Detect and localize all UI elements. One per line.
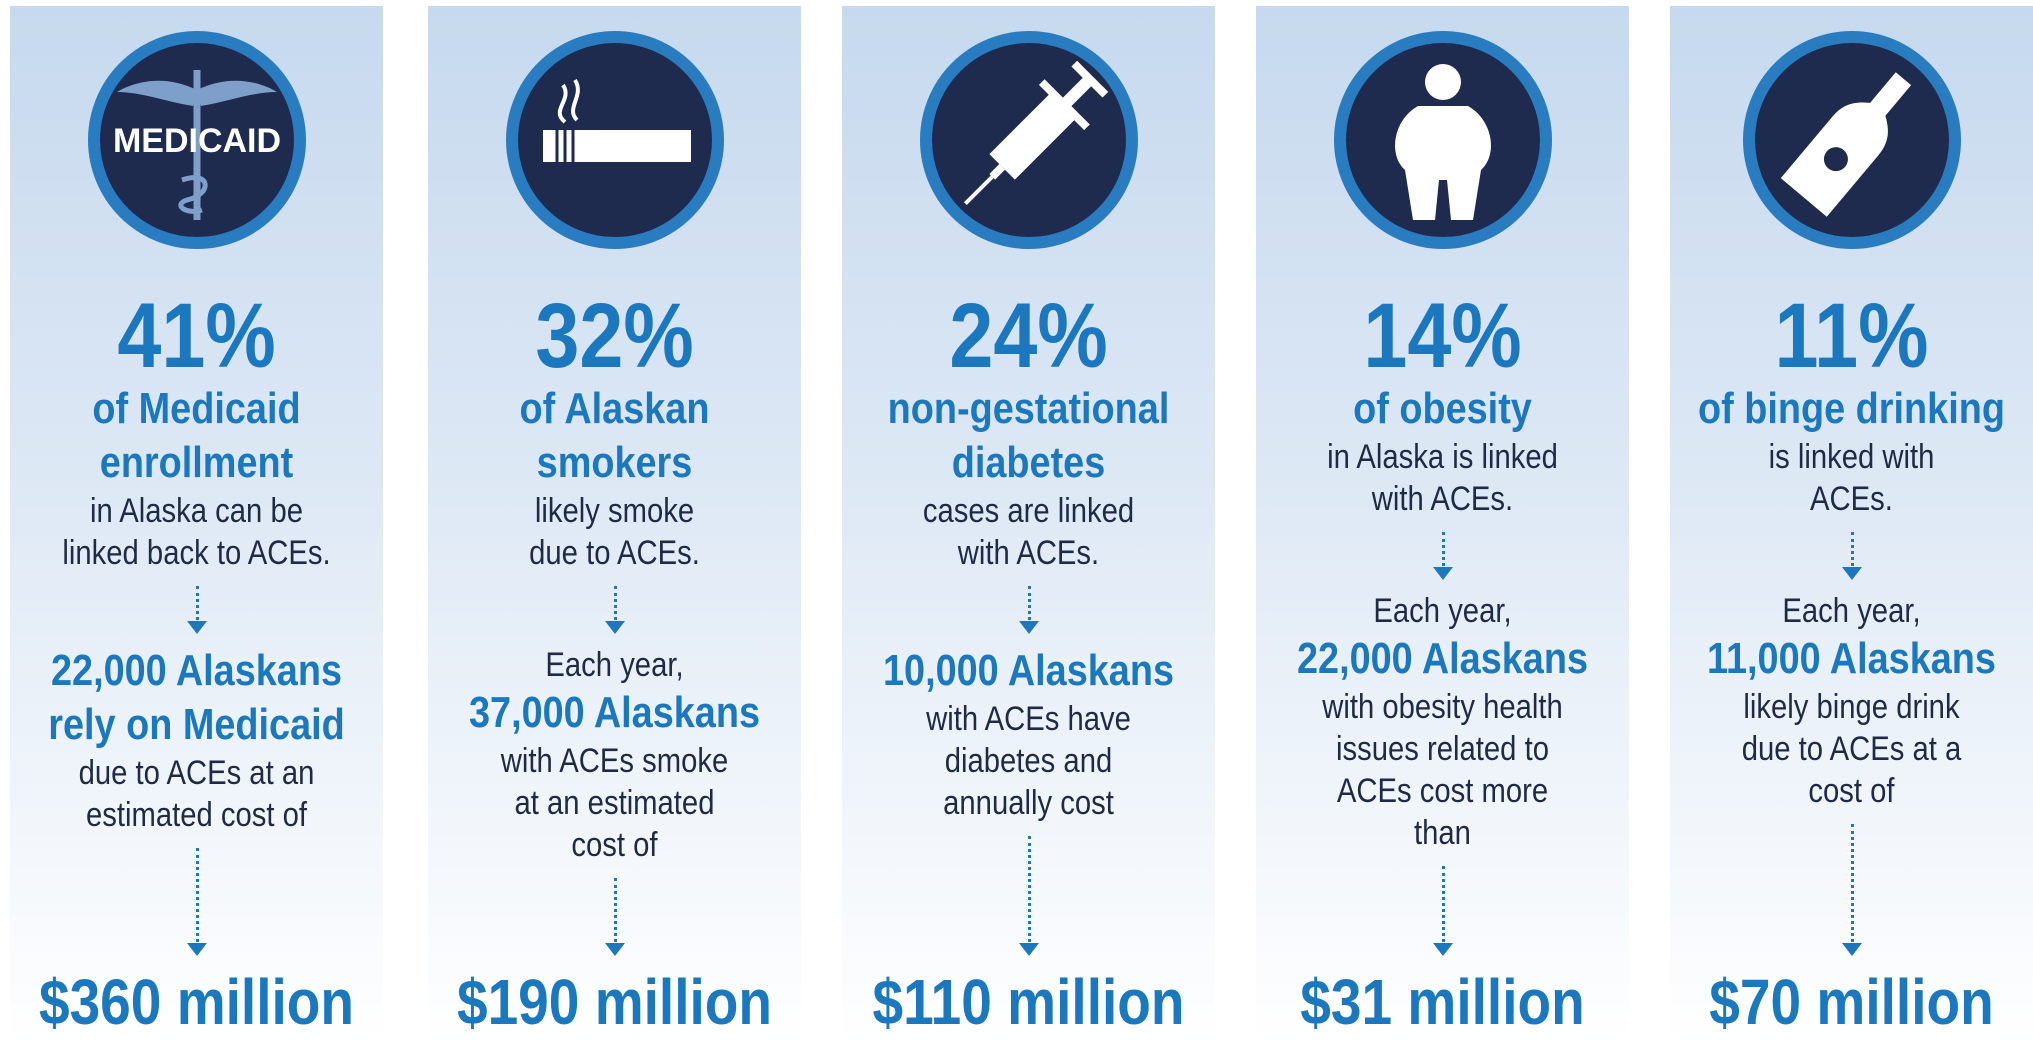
icon-label: MEDICAID (112, 122, 280, 160)
detail-text: annually cost (943, 784, 1114, 822)
arrow (604, 866, 625, 966)
syringe-icon (919, 31, 1138, 249)
detail-text: likely binge drink (1743, 688, 1960, 726)
cost: $110 million (872, 966, 1185, 1038)
arrow (186, 836, 207, 966)
arrow (604, 574, 625, 644)
column: 11% of binge drinking is linked with ACEs. E… (1670, 6, 2033, 1044)
detail-text: than (1414, 814, 1471, 852)
detail-text: with ACEs have (926, 700, 1131, 738)
headline: of binge drinking (1698, 384, 2005, 433)
description: likely smoke (534, 492, 695, 530)
headline: of Medicaid (92, 384, 301, 433)
headline: diabetes (951, 438, 1106, 487)
percent: 14% (1363, 285, 1522, 387)
detail-intro: Each year, (1373, 592, 1512, 630)
percent: 41% (117, 285, 276, 387)
medicaid-icon: MEDICAID (87, 31, 306, 249)
detail-text: cost of (1808, 772, 1895, 810)
arrow (1432, 854, 1453, 966)
arrow (1841, 520, 1862, 590)
percent: 24% (949, 285, 1108, 387)
arrow (1841, 812, 1862, 966)
detail-headline: 37,000 Alaskans (468, 688, 761, 737)
description: in Alaska is linked (1327, 438, 1558, 476)
arrow (1018, 574, 1039, 644)
column: MEDICAID 41% of Medicaid enrollment in Alas… (10, 6, 383, 1044)
headline: of Alaskan (519, 384, 710, 433)
description: with ACEs. (957, 534, 1100, 572)
obesity-icon (1333, 31, 1552, 249)
cost: $31 million (1300, 966, 1585, 1038)
cost: $190 million (456, 966, 773, 1038)
detail-intro: Each year, (545, 646, 684, 684)
column: 32% of Alaskan smokers likely smoke due to A… (428, 6, 801, 1044)
arrow (186, 574, 207, 644)
detail-text: diabetes and (944, 742, 1113, 780)
detail-headline: rely on Medicaid (48, 700, 345, 749)
detail-headline: 10,000 Alaskans (882, 646, 1175, 695)
detail-text: cost of (571, 826, 658, 864)
detail-text: due to ACEs at an (78, 754, 315, 792)
detail-text: issues related to (1336, 730, 1549, 768)
description: due to ACEs. (529, 534, 700, 572)
column: 24% non-gestational diabetes cases are link… (842, 6, 1215, 1044)
cost: $360 million (38, 966, 355, 1038)
detail-text: with ACEs smoke (500, 742, 729, 780)
description: cases are linked (922, 492, 1135, 530)
description: linked back to ACEs. (62, 534, 331, 572)
detail-text: at an estimated (514, 784, 715, 822)
detail-headline: 22,000 Alaskans (1296, 634, 1589, 683)
cost: $70 million (1709, 966, 1994, 1038)
detail-text: with obesity health (1322, 688, 1563, 726)
detail-headline: 22,000 Alaskans (50, 646, 343, 695)
headline: of obesity (1353, 384, 1532, 433)
detail-text: estimated cost of (85, 796, 308, 834)
cigarette-icon (505, 31, 724, 249)
description: with ACEs. (1371, 480, 1514, 518)
description: ACEs. (1810, 480, 1893, 518)
detail-text: due to ACEs at a (1741, 730, 1962, 768)
detail-text: ACEs cost more (1336, 772, 1549, 810)
detail-headline: 11,000 Alaskans (1707, 634, 1996, 683)
headline: enrollment (99, 438, 294, 487)
detail-intro: Each year, (1782, 592, 1921, 630)
percent: 32% (535, 285, 694, 387)
headline: smokers (536, 438, 693, 487)
arrow (1018, 824, 1039, 966)
description: is linked with (1768, 438, 1935, 476)
description: in Alaska can be (90, 492, 303, 530)
bottle-icon (1742, 31, 1961, 249)
column: 14% of obesity in Alaska is linked with ACE… (1256, 6, 1629, 1044)
arrow (1432, 520, 1453, 590)
headline: non-gestational (887, 384, 1170, 433)
percent: 11% (1774, 285, 1929, 387)
